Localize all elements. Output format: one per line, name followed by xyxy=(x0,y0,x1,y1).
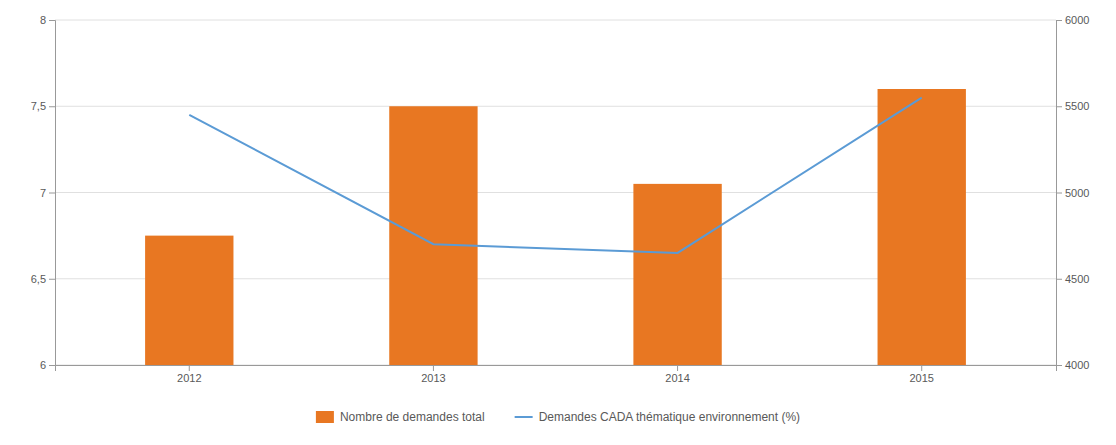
marks xyxy=(145,89,966,365)
x-axis-tick: 2012 xyxy=(177,365,201,384)
y-axis-tick: 6,5 xyxy=(31,273,55,285)
x-axis-tick-mark xyxy=(921,365,922,371)
y-axis-tick: 7 xyxy=(40,187,55,199)
legend-swatch xyxy=(316,411,334,423)
y-axis-tick-mark xyxy=(49,365,55,366)
y2-axis-tick-label: 5000 xyxy=(1065,187,1089,199)
grid-line xyxy=(55,20,1056,21)
y-axis-tick: 6 xyxy=(40,359,55,371)
y2-axis-tick-label: 4000 xyxy=(1065,359,1089,371)
x-axis: 2012 2013 2014 2015 xyxy=(56,365,1057,384)
legend-label: Demandes CADA thématique environnement (… xyxy=(539,410,800,424)
grid xyxy=(55,20,1056,365)
x-axis-tick: 2014 xyxy=(665,365,689,384)
y-axis-tick-mark xyxy=(49,279,55,280)
y2-axis: 4000 4500 5000 5500 6000 xyxy=(1056,14,1089,371)
x-axis-tick-label: 2013 xyxy=(421,372,445,384)
y-axis-tick-mark xyxy=(49,106,55,107)
y2-axis-tick: 4500 xyxy=(1056,273,1089,285)
x-axis-tick-mark xyxy=(189,365,190,371)
y-axis-tick: 8 xyxy=(40,14,55,26)
y-axis: 6 6,5 7 7,5 8 xyxy=(31,14,56,371)
y-axis-tick-mark xyxy=(49,20,55,21)
y-axis-tick-label: 6 xyxy=(40,359,46,371)
y-axis-tick-label: 7 xyxy=(40,187,46,199)
x-axis-tick-label: 2012 xyxy=(177,372,201,384)
x-axis-tick-mark xyxy=(433,365,434,371)
plot: 2012 2013 2014 2015 6 6,5 7 7,5 8 4000 4500 5000 550… xyxy=(31,14,1090,384)
y2-axis-tick: 4000 xyxy=(1056,359,1089,371)
bar-series xyxy=(145,89,966,365)
legend-label: Nombre de demandes total xyxy=(340,410,485,424)
y2-axis-tick-mark xyxy=(1056,365,1062,366)
line xyxy=(189,98,921,253)
y2-axis-tick-mark xyxy=(1056,279,1062,280)
y2-axis-tick: 5500 xyxy=(1056,100,1089,112)
legend-swatch xyxy=(515,416,533,418)
x-axis-tick-label: 2014 xyxy=(665,372,689,384)
y2-axis-tick-label: 6000 xyxy=(1065,14,1089,26)
y-axis-tick-label: 6,5 xyxy=(31,273,46,285)
chart: 2012 2013 2014 2015 6 6,5 7 7,5 8 4000 4500 5000 550… xyxy=(0,0,1116,445)
x-axis-tick-mark xyxy=(677,365,678,371)
y-axis-tick-mark xyxy=(49,193,55,194)
bar xyxy=(878,89,966,365)
y2-axis-tick-label: 5500 xyxy=(1065,100,1089,112)
y2-axis-tick: 6000 xyxy=(1056,14,1089,26)
x-axis-tick-label: 2015 xyxy=(909,372,933,384)
y2-axis-tick: 5000 xyxy=(1056,187,1089,199)
legend: Nombre de demandes total Demandes CADA th… xyxy=(316,410,800,424)
x-axis-tick: 2015 xyxy=(909,365,933,384)
x-axis-tick: 2013 xyxy=(421,365,445,384)
y-axis-tick-label: 8 xyxy=(40,14,46,26)
bar xyxy=(633,184,721,365)
legend-item: Demandes CADA thématique environnement (… xyxy=(515,410,800,424)
y-axis-tick: 7,5 xyxy=(31,100,55,112)
y2-axis-tick-mark xyxy=(1056,106,1062,107)
x-axis-domain xyxy=(56,366,1057,372)
y-axis-tick-label: 7,5 xyxy=(31,100,46,112)
y2-axis-tick-mark xyxy=(1056,193,1062,194)
bar xyxy=(389,106,477,365)
y2-axis-tick-label: 4500 xyxy=(1065,273,1089,285)
y-axis-domain xyxy=(49,21,56,366)
bar xyxy=(145,236,233,365)
y2-axis-tick-mark xyxy=(1056,20,1062,21)
y2-axis-domain xyxy=(1057,21,1063,366)
legend-item: Nombre de demandes total xyxy=(316,410,485,424)
